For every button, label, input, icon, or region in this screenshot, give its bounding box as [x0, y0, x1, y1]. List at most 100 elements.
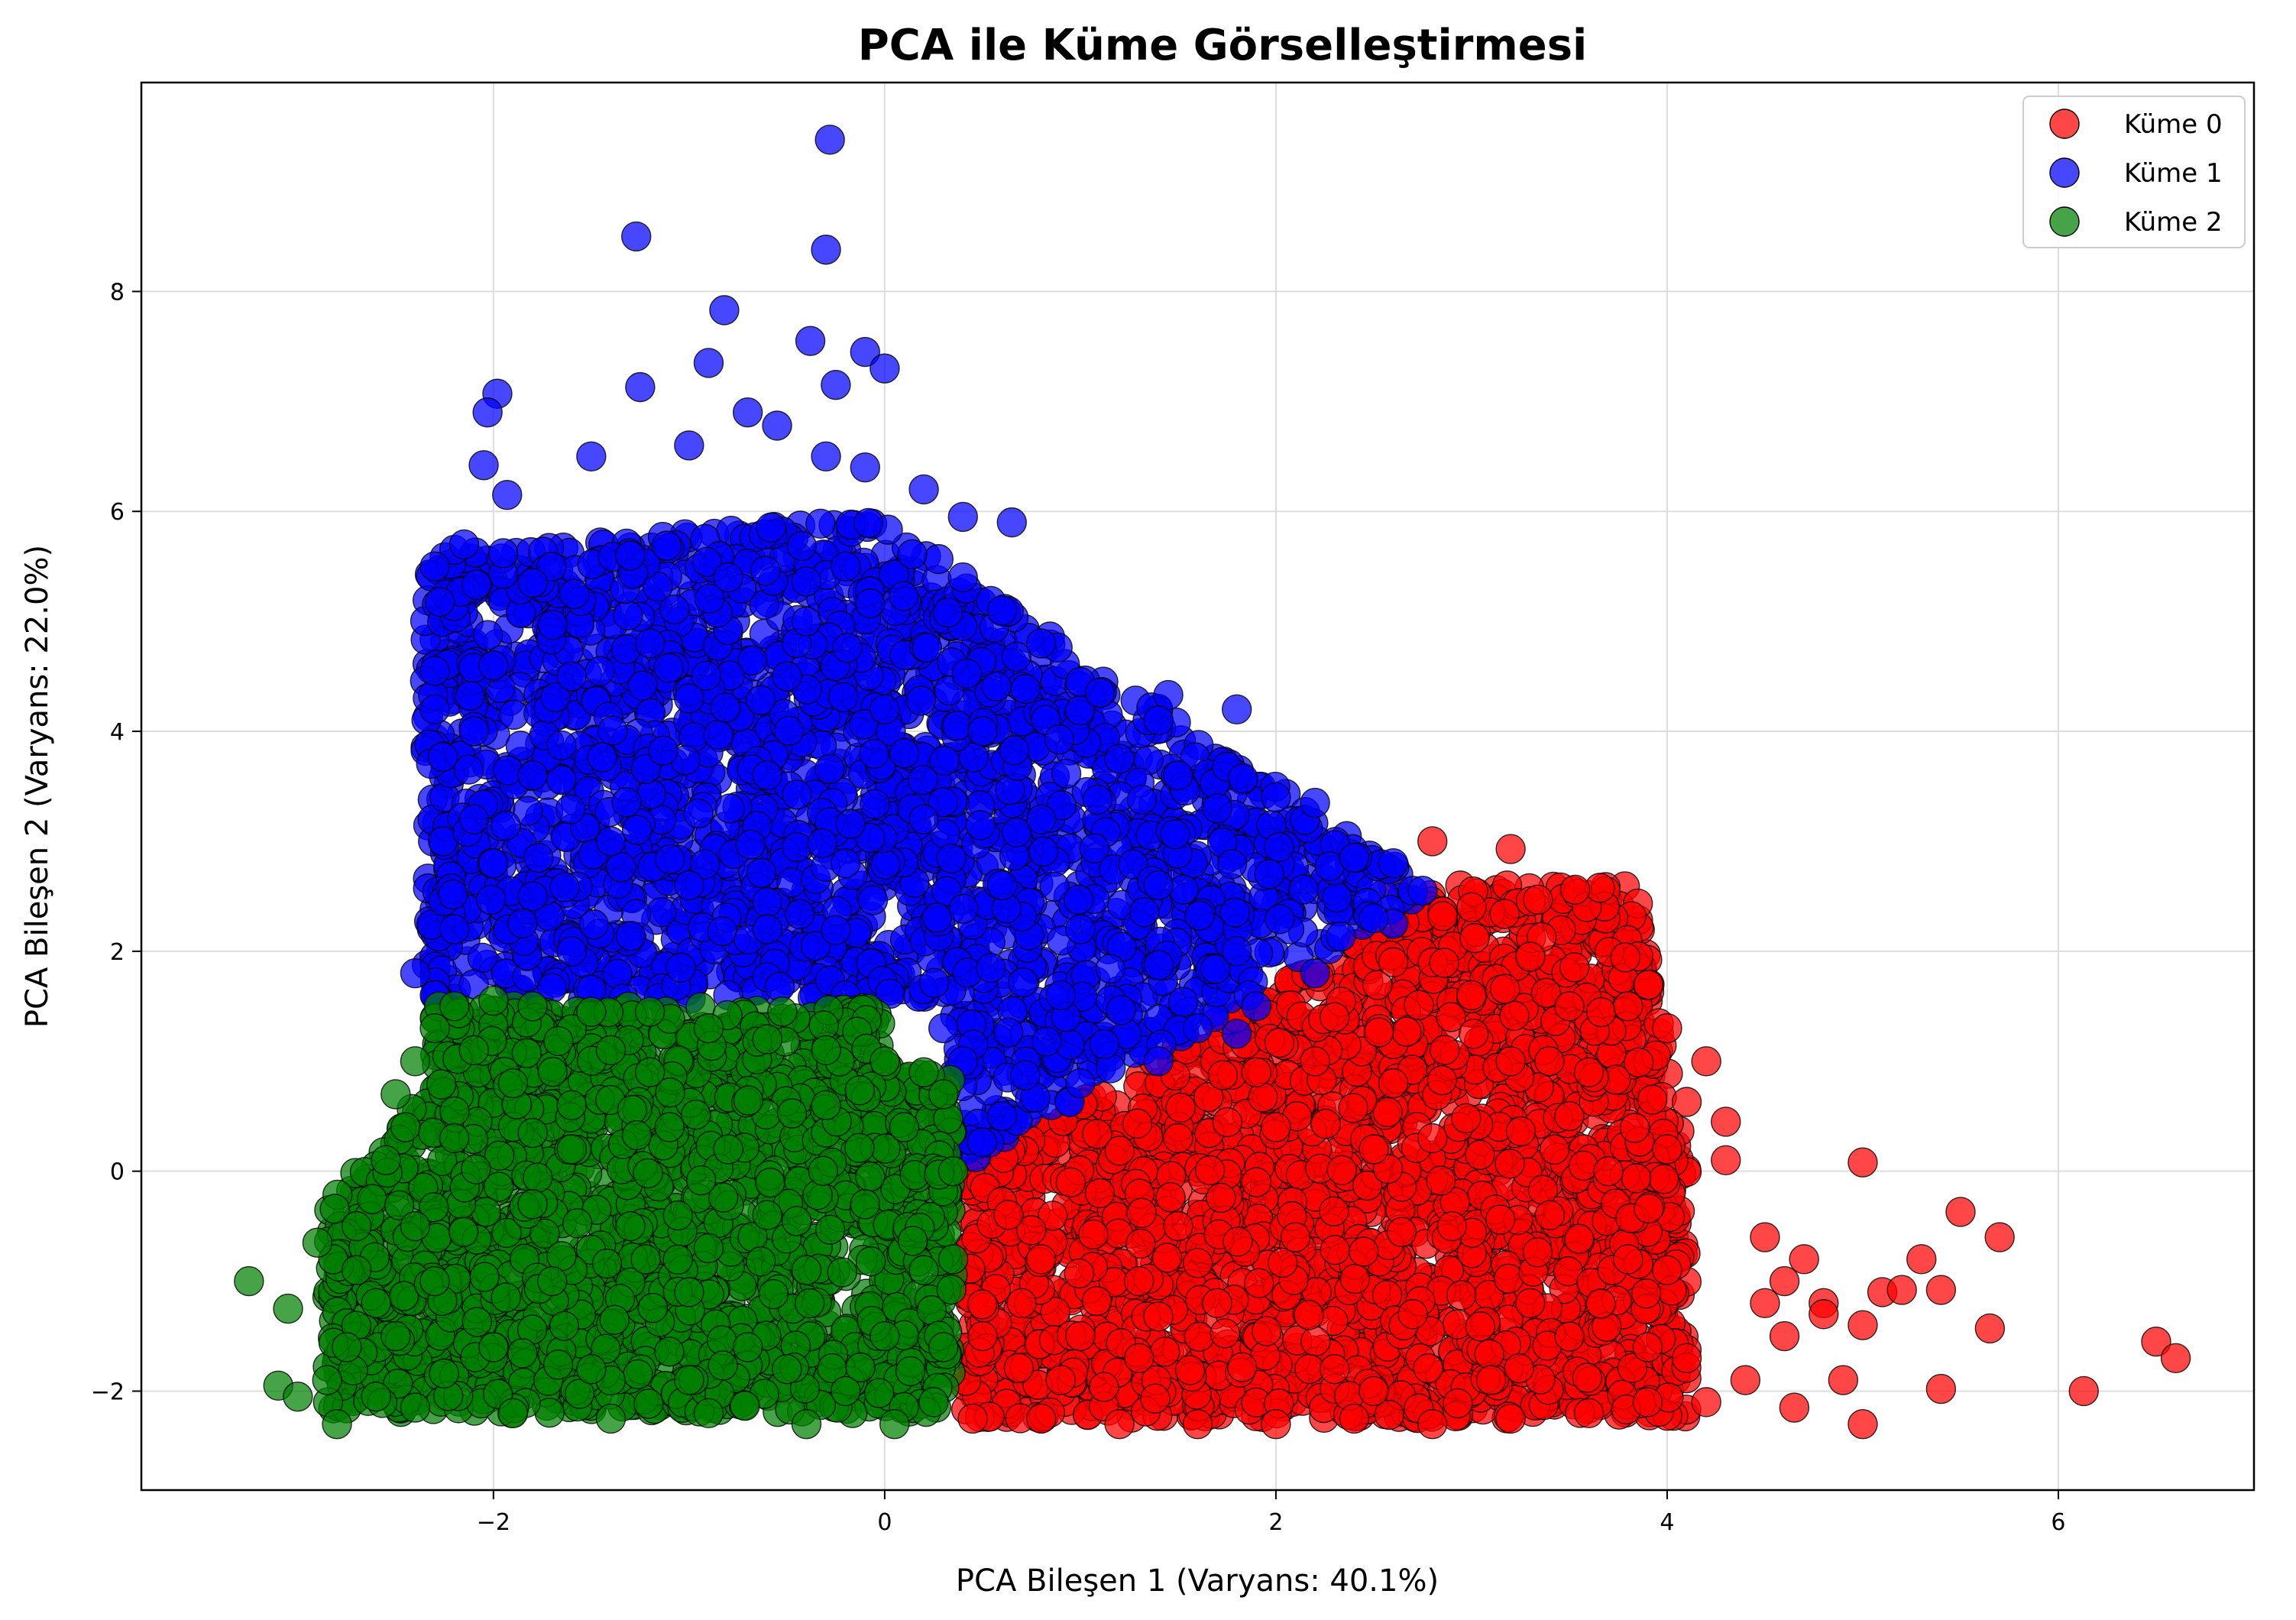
data-point [1008, 967, 1038, 998]
data-point [923, 543, 954, 575]
data-point [936, 843, 967, 874]
data-point [1559, 874, 1591, 906]
data-point [1378, 1068, 1409, 1099]
data-point [1194, 1155, 1226, 1186]
data-point [965, 810, 996, 841]
data-point [1003, 1353, 1035, 1383]
data-point [1055, 1167, 1086, 1198]
data-point [1089, 1372, 1119, 1402]
data-point [857, 885, 889, 915]
data-point [1554, 1101, 1585, 1132]
data-point [967, 1289, 998, 1320]
data-point [1671, 1343, 1702, 1374]
data-point [1126, 1197, 1157, 1228]
data-point [1828, 1365, 1859, 1395]
data-point [1585, 996, 1617, 1028]
data-point [1371, 1280, 1403, 1311]
data-point [1495, 834, 1526, 864]
data-point [1261, 1112, 1291, 1142]
data-point [1559, 952, 1590, 983]
data-point [1652, 1134, 1682, 1165]
data-point [942, 710, 973, 741]
data-point [1165, 1092, 1196, 1123]
data-point [1634, 1193, 1664, 1224]
data-point [967, 1320, 998, 1352]
data-point [1320, 1234, 1350, 1265]
data-point [491, 810, 521, 841]
data-point [1427, 901, 1458, 932]
data-point [1485, 1204, 1516, 1235]
data-point [1126, 784, 1158, 815]
data-point [1319, 1196, 1349, 1226]
data-point [1252, 1316, 1282, 1346]
data-point [1222, 1226, 1253, 1257]
data-point [2160, 1343, 2191, 1374]
data-point [1554, 991, 1585, 1022]
data-point [1045, 1365, 1076, 1395]
data-point [1358, 1375, 1389, 1407]
data-point [1358, 1134, 1389, 1165]
data-point [1404, 990, 1434, 1020]
data-point [453, 754, 484, 785]
data-point [1769, 1320, 1800, 1352]
data-point [1372, 1097, 1403, 1128]
data-point [1264, 831, 1294, 863]
data-point [1206, 1182, 1236, 1213]
data-point [1294, 1300, 1324, 1330]
data-point [888, 581, 919, 611]
data-point [1326, 1155, 1357, 1185]
data-point [1475, 1365, 1507, 1395]
data-point [1632, 1332, 1663, 1362]
data-point [1495, 1149, 1525, 1179]
data-point [1886, 1275, 1917, 1305]
data-point [1300, 1326, 1331, 1356]
data-point [1125, 1228, 1156, 1259]
data-point [627, 670, 658, 701]
data-point [1143, 1301, 1174, 1332]
data-point [1769, 1265, 1800, 1297]
data-point [1459, 922, 1490, 954]
data-points [234, 125, 2191, 1440]
data-point [1945, 1197, 1976, 1227]
data-point [523, 842, 554, 873]
data-point [1378, 947, 1409, 977]
data-point [1789, 1244, 1819, 1275]
data-point [1339, 1403, 1370, 1434]
data-point [1028, 836, 1059, 867]
data-point [1417, 826, 1448, 857]
data-point [1210, 1318, 1240, 1349]
data-point [1465, 1311, 1496, 1342]
data-point [897, 539, 928, 569]
data-point [1248, 1082, 1278, 1113]
data-point [1573, 1057, 1605, 1087]
data-point [1671, 1087, 1702, 1117]
data-point [1554, 1321, 1585, 1352]
data-point [1082, 784, 1113, 815]
data-point [1632, 1387, 1663, 1418]
data-point [2068, 1375, 2099, 1407]
data-point [1925, 1275, 1957, 1305]
data-point [1652, 1013, 1682, 1044]
data-point [1621, 1163, 1652, 1194]
data-point [1202, 1288, 1232, 1319]
data-point [746, 857, 777, 888]
data-point [1613, 991, 1643, 1022]
chart-title: PCA ile Küme Görselleştirmesi [858, 21, 1587, 70]
data-point [1446, 1280, 1477, 1311]
data-point [1261, 1408, 1291, 1440]
data-point [1443, 1388, 1473, 1419]
data-point [1320, 1002, 1350, 1032]
data-point [1160, 819, 1190, 850]
data-point [1010, 1060, 1041, 1090]
data-point [1184, 1321, 1215, 1353]
data-point [651, 530, 682, 561]
data-point [1456, 980, 1487, 1011]
data-point [507, 908, 538, 939]
data-point [1268, 1247, 1298, 1278]
data-point [1150, 1336, 1180, 1367]
data-point [1610, 942, 1641, 973]
data-point [1925, 1373, 1957, 1405]
data-point [1691, 1387, 1721, 1418]
data-point [1207, 1060, 1239, 1090]
data-point [1151, 1243, 1183, 1273]
